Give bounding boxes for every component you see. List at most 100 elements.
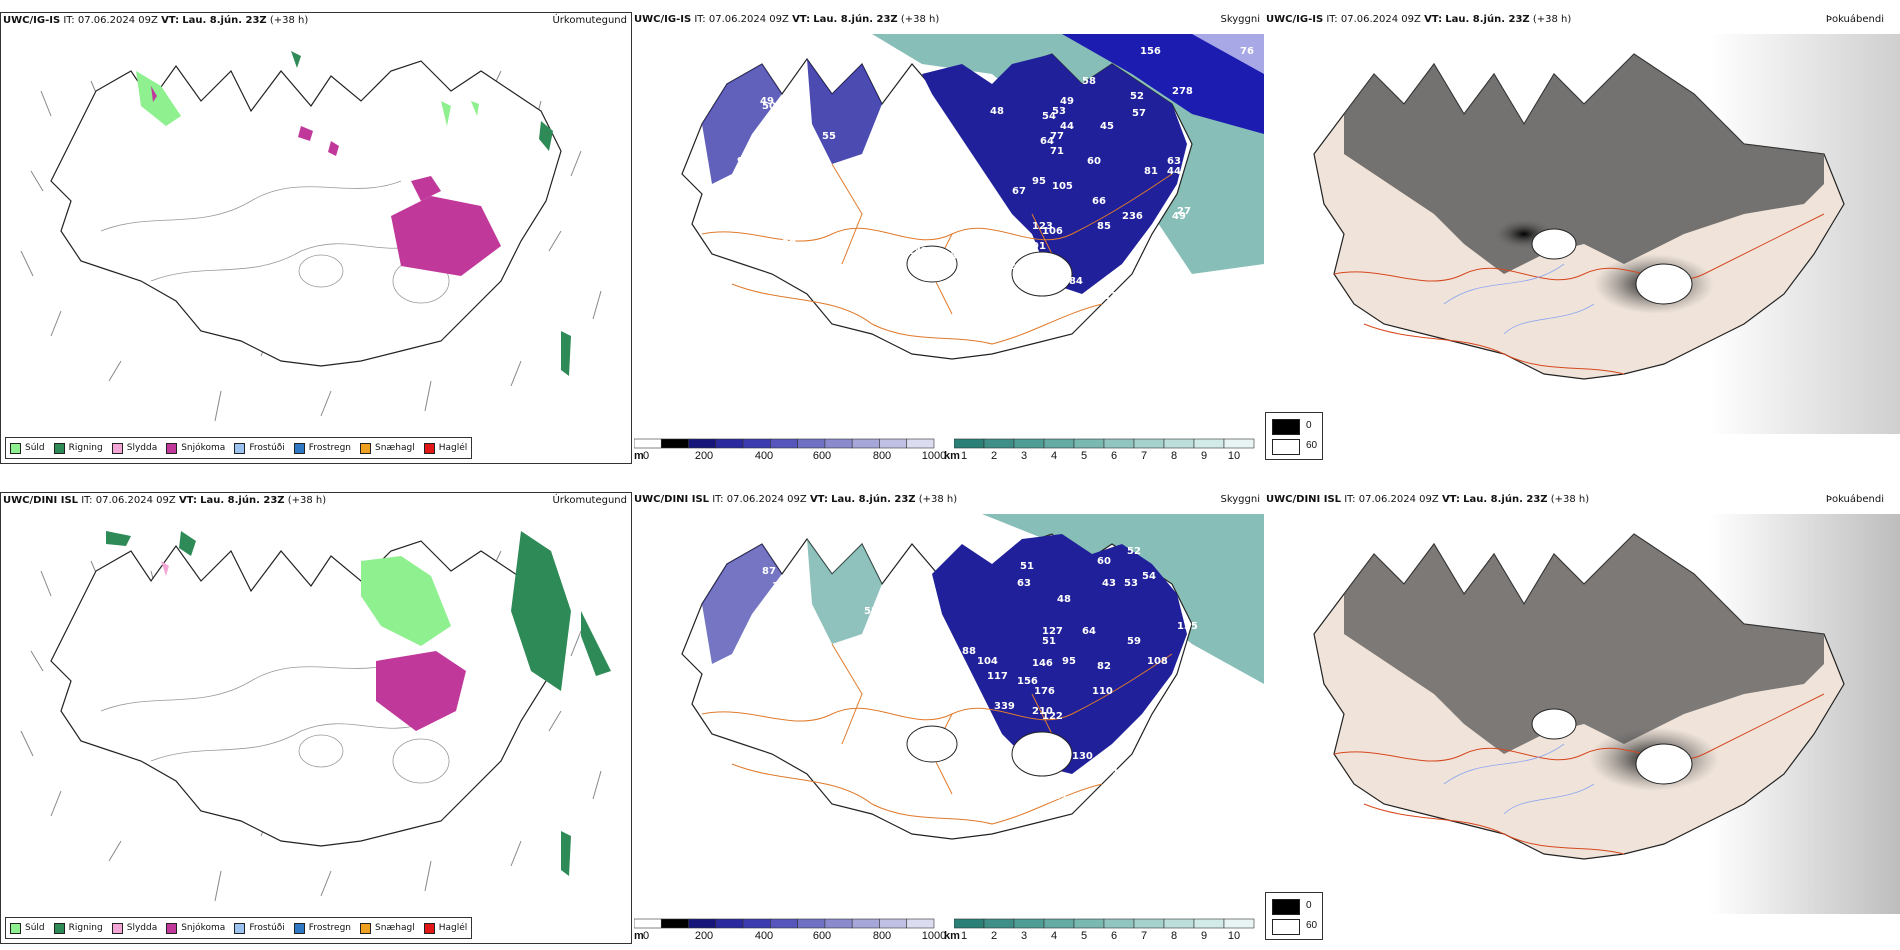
scale-swatch (1193, 438, 1225, 449)
visibility-label: 113 (1042, 776, 1063, 787)
fog-key-swatch-60 (1272, 919, 1300, 935)
visibility-label: 81 (1144, 166, 1158, 177)
visibility-label: 95 (1032, 176, 1046, 187)
legend-swatch (166, 442, 178, 454)
visibility-label: 45 (1100, 121, 1114, 132)
visibility-label: 103 (1130, 756, 1151, 767)
visibility-label: 49 (1060, 96, 1074, 107)
scale-swatch (1163, 438, 1195, 449)
visibility-label: 82 (1097, 661, 1111, 672)
panel-header: UWC/DINI ISL IT: 07.06.2024 09Z VT: Lau.… (1266, 494, 1590, 505)
fog-index-map (1264, 34, 1900, 434)
cloud-panel-title: Skyggni (1220, 14, 1260, 25)
scale-swatch (1163, 918, 1195, 929)
height-unit: m (634, 930, 644, 942)
legend-swatch (166, 922, 178, 934)
panel-header: UWC/IG-IS IT: 07.06.2024 09Z VT: Lau. 8.… (634, 14, 940, 25)
visibility-label: 156 (1140, 46, 1161, 57)
legend-item-sudl: Súld (10, 442, 45, 454)
visibility-label: 49 (1172, 211, 1186, 222)
visibility-label: 57 (1132, 108, 1146, 119)
visibility-label: 89 (1142, 266, 1156, 277)
legend-swatch (53, 922, 65, 934)
visibility-label: 103 (1032, 261, 1053, 272)
visibility-label: 44 (1060, 121, 1074, 132)
visibility-scale-bar (954, 918, 1255, 929)
visibility-label: 127 (1042, 626, 1063, 637)
visibility-label: 63 (1167, 156, 1181, 167)
scale-swatch (879, 438, 908, 449)
visibility-label: 60 (1097, 556, 1111, 567)
scale-swatch (824, 438, 853, 449)
legend-swatch (53, 442, 65, 454)
precip-map-panel-row2: UWC/DINI ISL IT: 07.06.2024 09Z VT: Lau.… (0, 492, 632, 944)
visibility-label: 66 (1092, 196, 1106, 207)
visibility-label: 49 (760, 96, 774, 107)
visibility-label: 64 (1040, 136, 1054, 147)
precip-panel-title: Úrkomutegund (552, 15, 627, 26)
scale-swatch (983, 918, 1015, 929)
legend-swatch (360, 922, 372, 934)
visibility-label: 56 (912, 131, 926, 142)
visibility-label: 89 (782, 236, 796, 247)
scale-swatch (1073, 438, 1105, 449)
visibility-label: 131 (772, 581, 793, 592)
scale-swatch (1223, 438, 1255, 449)
visibility-scale-bar (954, 438, 1255, 449)
fog-key-swatch-0 (1272, 419, 1300, 435)
scale-swatch (1193, 918, 1225, 929)
visibility-label: 278 (1172, 86, 1193, 97)
visibility-label: 60 (1087, 156, 1101, 167)
legend-item-snjokoma: Snjókoma (166, 922, 225, 934)
visibility-label: 54 (1142, 571, 1156, 582)
scale-swatch (660, 438, 689, 449)
visibility-label: 176 (1034, 686, 1055, 697)
height-scale-bar (634, 918, 935, 929)
fog-index-map-panel-row2: UWC/DINI ISL IT: 07.06.2024 09Z VT: Lau.… (1264, 492, 1900, 944)
scale-swatch (983, 438, 1015, 449)
cloud-panel-title: Skyggni (1220, 494, 1260, 505)
legend-item-snjokoma: Snjókoma (166, 442, 225, 454)
legend-item-hagel: Haglél (423, 442, 467, 454)
visibility-label: 88 (962, 646, 976, 657)
visibility-label: 156 (1017, 676, 1038, 687)
visibility-label: 72 (1002, 261, 1016, 272)
visibility-ticks: 1 2 3 4 5 6 7 8 9 10 (960, 450, 1241, 462)
precip-legend: Súld Rigning Slydda Snjókoma Frostúði Fr… (5, 437, 473, 459)
visibility-label: 105 (1052, 181, 1073, 192)
visibility-label: 77 (1050, 131, 1064, 142)
panel-header: UWC/IG-IS IT: 07.06.2024 09Z VT: Lau. 8.… (3, 15, 309, 26)
visibility-label: 119 (1112, 766, 1133, 777)
fog-key-swatch-60 (1272, 439, 1300, 455)
scale-swatch (824, 918, 853, 929)
fog-key: 0 60 (1265, 892, 1323, 940)
visibility-label: 76 (1240, 46, 1254, 57)
legend-item-snaehagl: Snæhagl (360, 442, 415, 454)
iceland-outline (50, 540, 562, 847)
scale-swatch (688, 438, 717, 449)
fog-key-swatch-0 (1272, 899, 1300, 915)
visibility-label: 44 (1167, 166, 1181, 177)
visibility-label: 236 (1122, 211, 1143, 222)
visibility-label: 123 (1032, 221, 1053, 232)
fog-key: 0 60 (1265, 412, 1323, 460)
legend-swatch (10, 442, 21, 454)
scale-swatch (1013, 438, 1045, 449)
visibility-ticks: 1 2 3 4 5 6 7 8 9 10 (960, 930, 1241, 942)
scale-swatch (688, 918, 717, 929)
legend-item-snaehagl: Snæhagl (360, 922, 415, 934)
scale-swatch (1133, 918, 1165, 929)
visibility-label: 95 (1062, 656, 1076, 667)
visibility-unit: km (944, 930, 960, 942)
visibility-label: 63 (1017, 578, 1031, 589)
visibility-label: 71 (1050, 146, 1064, 157)
cloud-base-map: 60 52 54 51 53 43 63 48 127 64 59 135 95 82 108 51 15617… (681, 514, 1264, 840)
scale-swatch (770, 438, 798, 449)
visibility-label: 43 (1102, 578, 1116, 589)
visibility-label: 52 (1130, 91, 1144, 102)
scale-swatch (1103, 438, 1135, 449)
scale-swatch (770, 918, 798, 929)
legend-item-frostregn: Frostregn (293, 442, 351, 454)
legend-item-sudl: Súld (10, 922, 45, 934)
